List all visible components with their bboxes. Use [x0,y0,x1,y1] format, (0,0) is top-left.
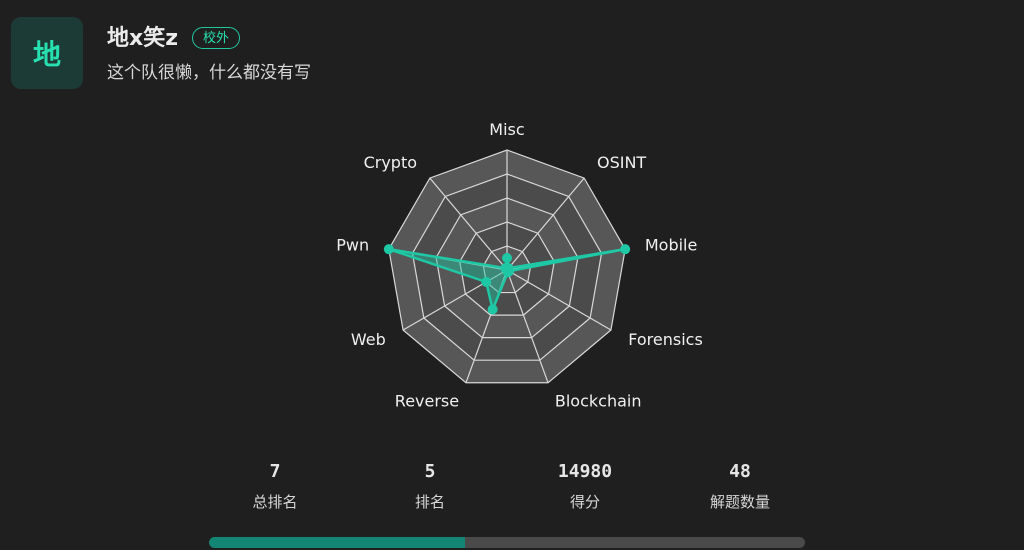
radar-axis-label-pwn: Pwn [336,236,369,255]
radar-spoke-osint [506,177,585,271]
radar-point-pwn [383,244,394,255]
team-type-badge: 校外 [192,27,241,49]
stat-score: 14980 得分 [510,458,660,518]
radar-axis-label-misc: Misc [489,120,524,139]
radar-point-mobile [620,244,631,255]
radar-axis-label-mobile: Mobile [645,236,697,255]
progress-bar [209,537,805,548]
radar-point-crypto [500,263,511,274]
team-avatar: 地 [11,17,83,89]
team-description: 这个队很懒，什么都没有写 [107,63,311,83]
radar-series-area [387,247,627,311]
stat-score-value: 14980 [557,461,613,482]
stat-solved-value: 48 [729,461,751,482]
team-name: 地x笑z [107,26,178,51]
radar-axis-label-reverse: Reverse [395,392,459,411]
stat-solved-label: 解题数量 [709,493,770,511]
stats-row: 7 总排名 5 排名 14980 得分 48 解题数量 [200,458,820,518]
stat-total-rank-label: 总排名 [252,493,298,511]
radar-point-web [481,277,492,287]
stat-rank-label: 排名 [414,493,445,511]
radar-axis-label-crypto: Crypto [364,153,417,172]
stat-rank-value: 5 [424,461,436,482]
radar-point-misc [502,253,512,263]
radar-point-reverse [487,304,498,315]
stat-rank: 5 排名 [355,458,505,518]
radar-axis-label-osint: OSINT [597,153,646,172]
progress-bar-fill [209,537,466,548]
radar-spoke-forensics [506,269,612,331]
radar-axis-label-forensics: Forensics [628,330,703,349]
radar-axis-label-blockchain: Blockchain [555,392,642,411]
stat-solved: 48 解题数量 [665,458,815,518]
stat-total-rank: 7 总排名 [200,458,350,518]
radar-spoke-crypto [429,177,508,271]
radar-spoke-blockchain [506,269,549,383]
radar-chart: Misc OSINT Mobile Forensics Blockchain Revers… [336,120,703,411]
radar-axis-label-web: Web [351,330,386,349]
stat-total-rank-value: 7 [269,461,281,482]
stat-score-label: 得分 [569,493,600,511]
